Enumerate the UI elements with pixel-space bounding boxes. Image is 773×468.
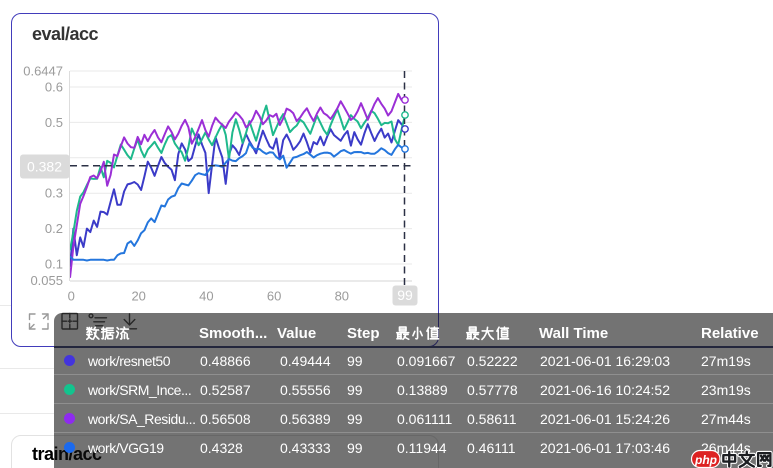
svg-text:0.2: 0.2 [45,221,63,236]
svg-text:0.382: 0.382 [27,158,62,174]
svg-text:0: 0 [68,289,75,304]
svg-text:20: 20 [131,289,145,304]
svg-text:0.055: 0.055 [30,273,63,288]
svg-text:0.6447: 0.6447 [23,64,63,79]
svg-text:0.1: 0.1 [45,257,63,272]
svg-text:0.3: 0.3 [45,186,63,201]
svg-text:80: 80 [335,289,349,304]
svg-text:0.6: 0.6 [45,80,63,95]
svg-text:40: 40 [199,289,213,304]
svg-text:60: 60 [267,289,281,304]
svg-text:0.5: 0.5 [45,115,63,130]
svg-text:99: 99 [397,287,413,303]
